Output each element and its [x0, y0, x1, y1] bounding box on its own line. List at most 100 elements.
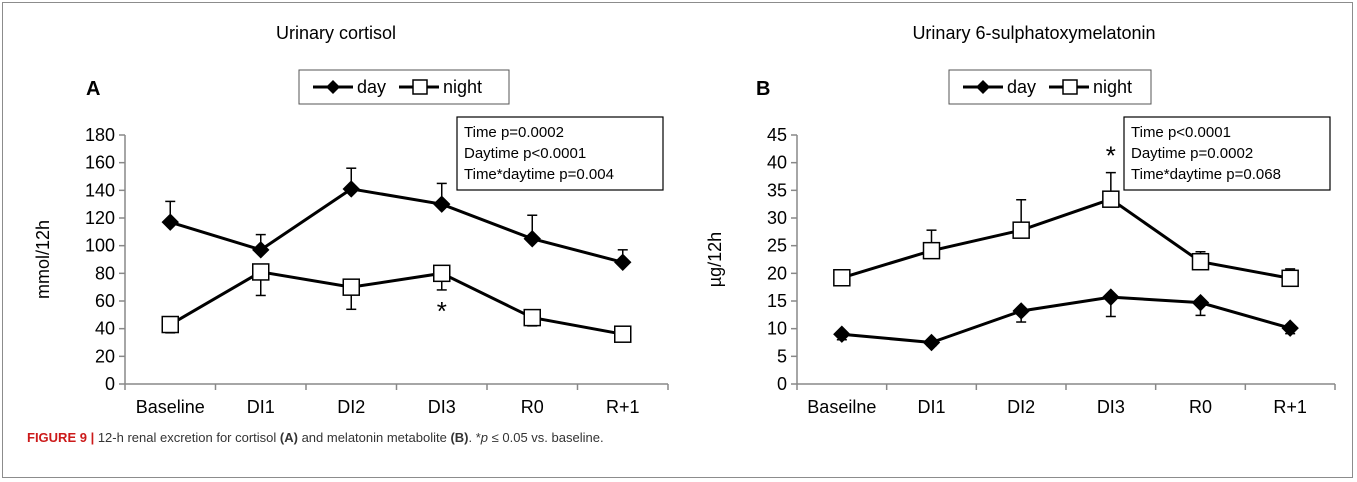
data-point-night — [161, 315, 179, 334]
data-point-day — [523, 230, 541, 248]
data-point-night — [252, 263, 270, 281]
x-tick-label: DI1 — [917, 397, 945, 417]
data-point-night — [1281, 269, 1299, 288]
caption-panel-a: (A) — [279, 430, 298, 445]
y-tick-label: 120 — [85, 208, 115, 228]
data-point-night — [1191, 252, 1210, 271]
chart-legend: day night — [298, 69, 510, 105]
y-tick-label: 180 — [85, 125, 115, 145]
data-point-day — [1191, 293, 1210, 312]
series-day — [833, 288, 1299, 352]
data-point-night — [1102, 190, 1120, 208]
y-tick-label: 140 — [85, 180, 115, 200]
caption-part-4: ≤ 0.05 vs. baseline. — [488, 430, 604, 445]
data-point-day — [252, 241, 270, 259]
data-point-night — [1012, 221, 1030, 239]
data-point-night — [433, 264, 451, 283]
panel-letter: A — [86, 78, 100, 100]
legend-marker-day — [976, 80, 990, 94]
stats-line: Time p=0.0002 — [464, 124, 564, 141]
y-tick-label: 10 — [767, 319, 787, 339]
series-night — [161, 263, 632, 343]
chart-legend: day night — [948, 69, 1152, 105]
y-tick-label: 20 — [95, 346, 115, 366]
legend-marker-night — [1062, 79, 1078, 95]
y-tick-label: 160 — [85, 153, 115, 173]
chart-title: Urinary 6-sulphatoxymelatonin — [912, 23, 1155, 43]
data-point-night — [614, 325, 632, 343]
y-tick-label: 100 — [85, 236, 115, 256]
figure-caption: FIGURE 9 | 12-h renal excretion for cort… — [27, 430, 604, 445]
chart-title: Urinary cortisol — [276, 23, 396, 43]
x-tick-label: Baseilne — [807, 397, 876, 417]
data-point-day — [833, 325, 851, 343]
y-tick-label: 60 — [95, 291, 115, 311]
series-day — [161, 167, 632, 271]
stats-box: Time p<0.0001 Daytime p=0.0002 Time*daytim… — [1123, 116, 1331, 191]
y-tick-label: 20 — [767, 263, 787, 283]
x-tick-label: R+1 — [606, 397, 640, 417]
legend-label-night: night — [443, 77, 482, 97]
data-point-night — [523, 308, 541, 327]
stats-box: Time p=0.0002 Daytime p<0.0001 Time*daytim… — [456, 116, 664, 191]
x-tick-label: DI2 — [337, 397, 365, 417]
caption-part-3: . * — [468, 430, 481, 445]
data-point-night — [833, 269, 851, 287]
stats-line: Daytime p<0.0001 — [464, 145, 586, 162]
data-point-day — [614, 253, 632, 271]
series-night — [833, 171, 1299, 288]
series-line-day — [841, 295, 1291, 345]
x-tick-label: DI3 — [428, 397, 456, 417]
data-point-day — [1281, 319, 1299, 337]
stats-line: Time p<0.0001 — [1131, 124, 1231, 141]
stats-line: Time*daytime p=0.068 — [1131, 166, 1281, 183]
stats-box-frame — [456, 116, 664, 191]
series-line-night — [841, 197, 1291, 280]
stats-box-frame — [1123, 116, 1331, 191]
panel-letter: B — [756, 78, 770, 100]
y-tick-label: 15 — [767, 291, 787, 311]
chart-panel-a: Urinary cortisol A 0 20 40 60 80 100 120 140 160 18… — [33, 23, 669, 417]
x-tick-label: DI1 — [247, 397, 275, 417]
legend-label-day: day — [1007, 77, 1036, 97]
y-tick-label: 0 — [777, 374, 787, 394]
legend-label-night: night — [1093, 77, 1132, 97]
x-tick-label: R0 — [1189, 397, 1212, 417]
figure-chart-svg: Urinary cortisolA02040608010012014016018… — [33, 23, 1336, 417]
data-point-night — [922, 241, 941, 260]
data-point-day — [1012, 302, 1030, 320]
figure-label: FIGURE 9 | — [27, 430, 95, 445]
y-tick-label: 0 — [105, 374, 115, 394]
caption-part-1: 12-h renal excretion for cortisol — [94, 430, 280, 445]
chart-panel-b: Urinary 6-sulphatoxymelatonin B 0 5 10 15 20 25… — [705, 23, 1336, 417]
y-tick-label: 40 — [767, 153, 787, 173]
y-axis-label: mmol/12h — [33, 220, 53, 299]
y-tick-label: 5 — [777, 346, 787, 366]
significance-star: * — [1106, 141, 1116, 171]
y-tick-label: 30 — [767, 208, 787, 228]
series-line-day — [169, 187, 624, 264]
legend-marker-night — [412, 79, 428, 95]
y-tick-label: 80 — [95, 263, 115, 283]
data-point-night — [342, 278, 360, 296]
x-tick-label: R0 — [521, 397, 544, 417]
y-tick-label: 45 — [767, 125, 787, 145]
caption-part-2: and melatonin metabolite — [297, 430, 451, 445]
y-tick-label: 40 — [95, 319, 115, 339]
stats-line: Time*daytime p=0.004 — [464, 166, 614, 183]
series-line-night — [169, 270, 624, 336]
y-axis-label: µg/12h — [705, 232, 725, 287]
data-point-day — [161, 213, 179, 231]
caption-panel-b: (B) — [450, 430, 469, 445]
data-point-day — [433, 195, 451, 213]
x-tick-label: R+1 — [1273, 397, 1307, 417]
x-tick-label: DI2 — [1007, 397, 1035, 417]
stats-line: Daytime p=0.0002 — [1131, 145, 1253, 162]
y-tick-label: 25 — [767, 236, 787, 256]
data-point-day — [922, 333, 941, 352]
caption-p-italic: p — [480, 430, 489, 445]
legend-marker-day — [326, 80, 340, 94]
data-point-day — [342, 180, 360, 198]
legend-label-day: day — [357, 77, 386, 97]
